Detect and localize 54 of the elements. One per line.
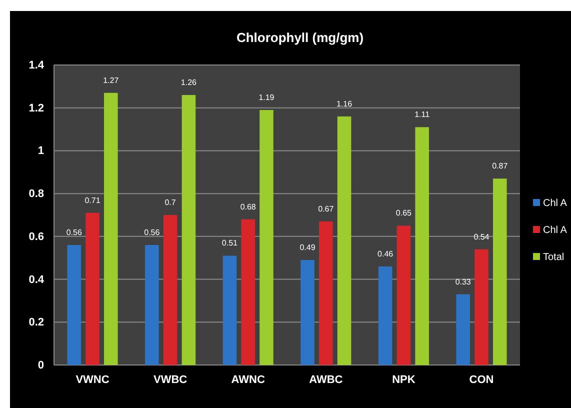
y-tick-label: 1 [38, 145, 44, 158]
bar [300, 260, 314, 365]
bar [163, 215, 178, 365]
data-label: 0.54 [474, 232, 490, 242]
bar [182, 95, 196, 365]
x-tick-label: VWNC [76, 374, 110, 386]
bar [104, 92, 118, 365]
data-label: 0.56 [144, 228, 160, 237]
bar [145, 245, 159, 365]
legend-label: Total [543, 252, 564, 263]
x-tick-label: CON [469, 374, 494, 386]
bar [492, 178, 507, 365]
data-label: 1.26 [180, 78, 198, 87]
bar [415, 127, 429, 365]
y-tick-label: 1.2 [28, 102, 44, 114]
data-label: 0.67 [318, 204, 334, 214]
x-tick-label: AWNC [231, 374, 265, 386]
y-tick-label: 0 [38, 360, 44, 372]
bar [67, 245, 82, 365]
data-label: 0.46 [378, 249, 394, 258]
data-label: 0.71 [84, 196, 101, 205]
data-label: 0.65 [396, 208, 412, 218]
chart-title: Chlorophyll (mg/gm) [236, 30, 364, 45]
data-label: 0.68 [240, 202, 256, 212]
x-tick-label: AWBC [309, 374, 343, 386]
x-tick-label: VWBC [154, 374, 188, 386]
data-label: 0.7 [164, 198, 176, 207]
bar [474, 249, 488, 365]
data-label: 0.33 [455, 277, 472, 286]
data-label: 1.27 [103, 76, 120, 85]
bar [222, 256, 237, 365]
bar [319, 221, 333, 365]
bar [86, 212, 100, 365]
bar [456, 294, 470, 365]
y-tick-label: 0.4 [28, 274, 45, 286]
bar [337, 116, 352, 365]
data-label: 0.51 [222, 238, 238, 248]
bar [396, 226, 411, 365]
data-label: 1.11 [414, 110, 430, 120]
data-label: 0.49 [300, 243, 316, 252]
data-label: 0.87 [492, 162, 508, 171]
legend-label: Chl A [543, 198, 568, 209]
y-tick-label: 1.4 [28, 60, 45, 72]
bar [378, 266, 392, 365]
legend-label: Chl A [543, 225, 568, 236]
data-label: 1.19 [258, 93, 275, 102]
data-label: 1.16 [336, 99, 353, 108]
bar [241, 219, 255, 365]
bar [260, 110, 274, 365]
y-tick-label: 0.6 [28, 230, 44, 243]
x-tick-label: NPK [392, 374, 416, 386]
data-label: 0.56 [66, 228, 82, 237]
y-tick-label: 0.8 [28, 188, 44, 200]
y-tick-label: 0.2 [28, 316, 44, 329]
